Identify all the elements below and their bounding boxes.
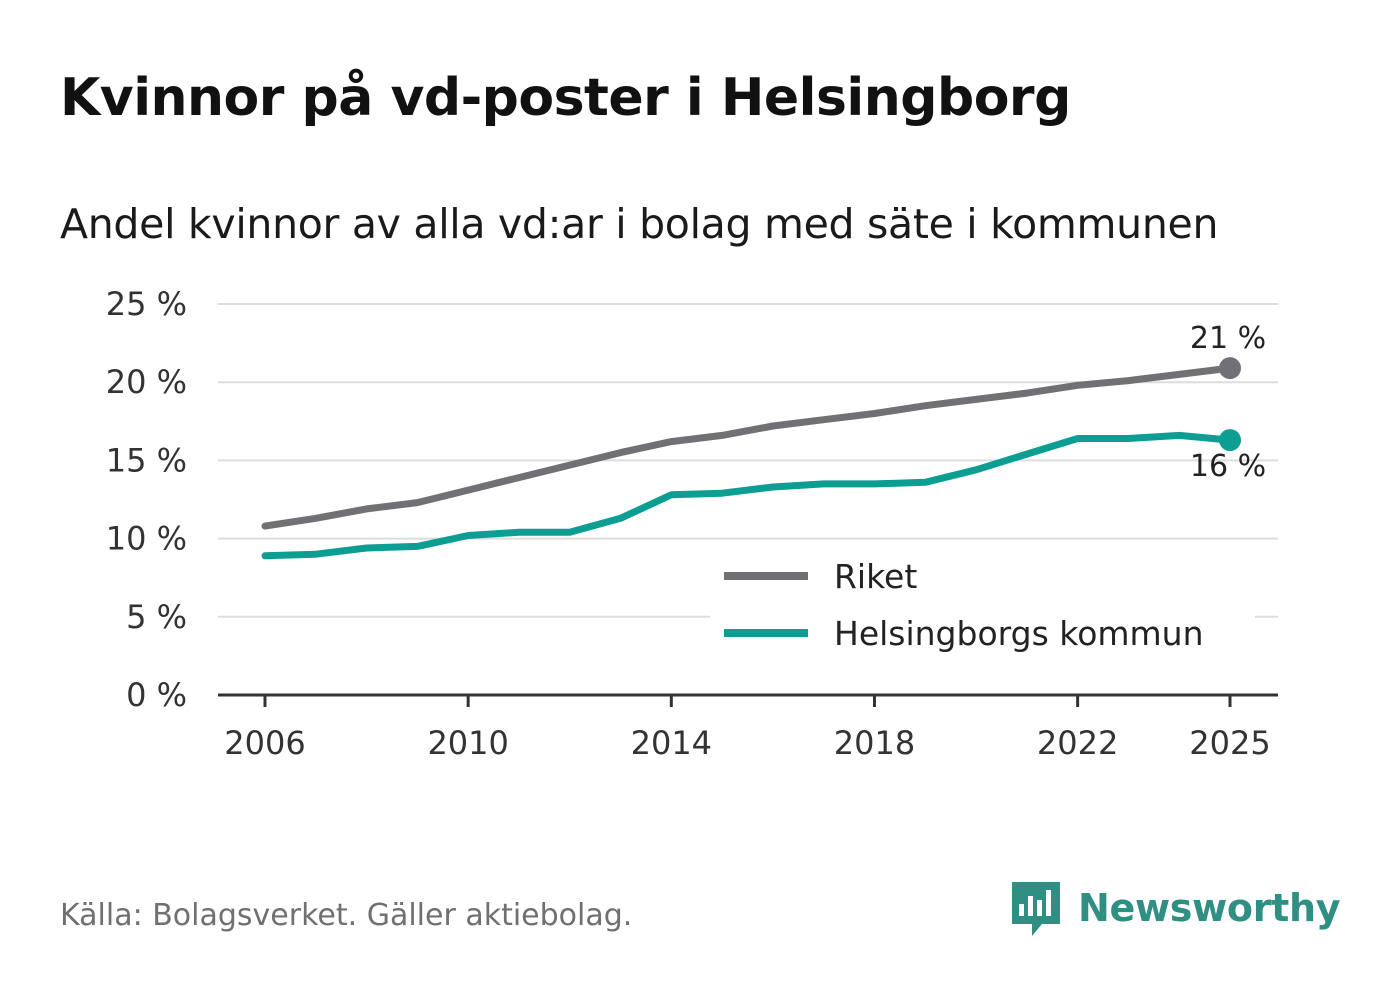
- end-label-0: 21 %: [1190, 321, 1266, 356]
- x-axis: 2006 2010 2014 2018 2022 2025: [218, 693, 1278, 762]
- series-lines: [261, 357, 1241, 560]
- legend: Riket Helsingborgs kommun: [710, 548, 1255, 666]
- logo-text: Newsworthy: [1078, 886, 1341, 930]
- chart-title: Kvinnor på vd-poster i Helsingborg: [60, 68, 1071, 128]
- x-tick-label-2010: 2010: [427, 724, 508, 762]
- y-tick-label-15: 15 %: [106, 441, 187, 479]
- y-tick-label-25: 25 %: [106, 285, 187, 323]
- line-chart: 0 %5 %10 %15 %20 %25 % 2006 2010 2014 2018 2…: [106, 285, 1278, 762]
- legend-background: [710, 548, 1255, 666]
- x-tick-label-2006: 2006: [224, 724, 305, 762]
- y-axis-labels: 0 % 5 % 10 % 15 % 20 % 25 %: [106, 285, 187, 714]
- series-line-1: [261, 431, 1234, 560]
- y-tick-label-0: 0 %: [126, 676, 187, 714]
- source-note: Källa: Bolagsverket. Gäller aktiebolag.: [60, 898, 633, 933]
- series-end-point-1: [1219, 429, 1241, 452]
- newsworthy-logo: Newsworthy: [1010, 878, 1341, 938]
- end-labels: 21 % 16 %: [1190, 321, 1266, 484]
- y-tick-label-20: 20 %: [106, 363, 187, 401]
- series-end-point-0: [1219, 357, 1241, 380]
- x-tick-label-2014: 2014: [631, 724, 712, 762]
- x-tick-label-2022: 2022: [1037, 724, 1118, 762]
- x-tick-label-2025: 2025: [1189, 724, 1270, 762]
- y-tick-label-5: 5 %: [126, 598, 187, 636]
- end-label-1: 16 %: [1190, 449, 1266, 484]
- chart-subtitle: Andel kvinnor av alla vd:ar i bolag med …: [60, 200, 1219, 248]
- series-line-0: [261, 364, 1234, 530]
- y-tick-label-10: 10 %: [106, 520, 187, 558]
- legend-label-0: Riket: [834, 557, 917, 596]
- newsworthy-logo-icon: [1012, 882, 1060, 936]
- legend-label-1: Helsingborgs kommun: [834, 614, 1204, 653]
- x-tick-label-2018: 2018: [834, 724, 915, 762]
